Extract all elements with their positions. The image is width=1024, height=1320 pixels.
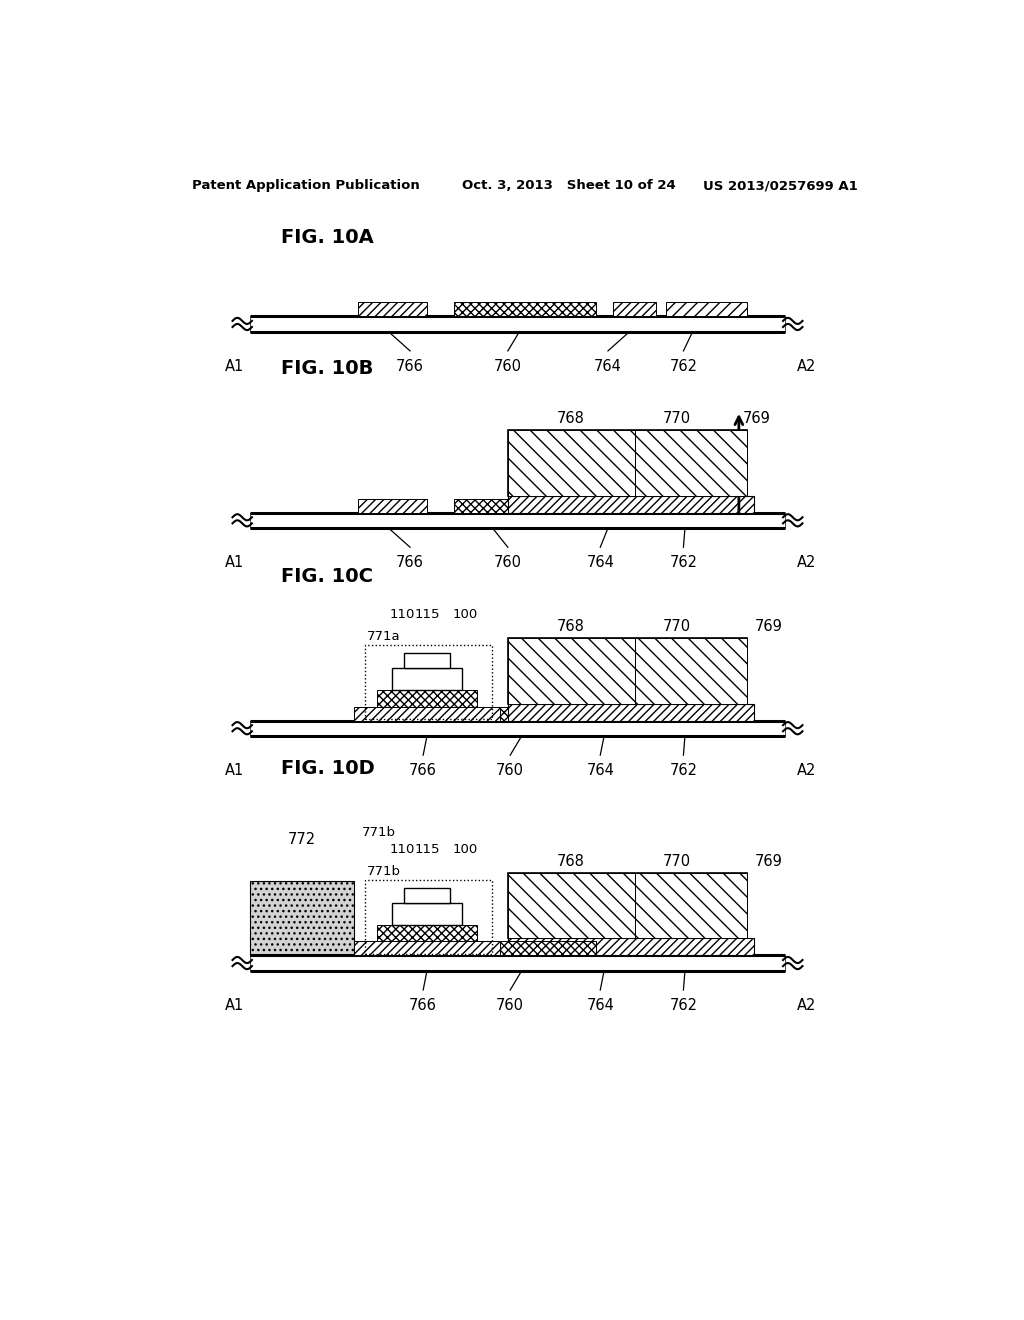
- Bar: [508, 430, 635, 496]
- Bar: [613, 302, 655, 317]
- Text: A1: A1: [225, 554, 244, 570]
- Text: 762: 762: [670, 554, 697, 570]
- Text: 110: 110: [390, 843, 415, 857]
- Bar: [354, 941, 500, 956]
- Text: 769: 769: [742, 412, 771, 426]
- Text: 770: 770: [664, 854, 691, 869]
- Text: 100: 100: [453, 843, 478, 857]
- Bar: [454, 706, 596, 721]
- Text: 100: 100: [453, 609, 478, 622]
- Text: Oct. 3, 2013   Sheet 10 of 24: Oct. 3, 2013 Sheet 10 of 24: [462, 180, 676, 193]
- Text: A2: A2: [797, 554, 816, 570]
- Text: 770: 770: [664, 619, 691, 635]
- Bar: [666, 302, 746, 317]
- Text: 762: 762: [670, 359, 697, 374]
- Bar: [508, 638, 746, 704]
- Bar: [250, 317, 785, 331]
- Text: 760: 760: [494, 359, 522, 374]
- Bar: [366, 880, 493, 954]
- Text: 769: 769: [755, 619, 782, 635]
- Bar: [508, 873, 635, 939]
- Bar: [508, 939, 755, 956]
- Text: 115: 115: [415, 609, 439, 622]
- Text: FIG. 10D: FIG. 10D: [281, 759, 375, 779]
- Text: 762: 762: [670, 998, 697, 1012]
- Text: US 2013/0257699 A1: US 2013/0257699 A1: [702, 180, 857, 193]
- Text: 768: 768: [557, 412, 585, 426]
- Bar: [250, 721, 785, 737]
- Text: 771b: 771b: [367, 865, 401, 878]
- Text: 764: 764: [587, 763, 614, 777]
- Bar: [403, 887, 451, 903]
- Text: A2: A2: [797, 763, 816, 777]
- Text: 766: 766: [410, 763, 437, 777]
- Text: 766: 766: [410, 998, 437, 1012]
- Bar: [392, 903, 462, 924]
- Bar: [403, 653, 451, 668]
- Bar: [250, 956, 785, 970]
- Text: FIG. 10A: FIG. 10A: [281, 228, 374, 247]
- Bar: [635, 873, 746, 939]
- Text: FIG. 10B: FIG. 10B: [281, 359, 373, 378]
- Text: A1: A1: [225, 998, 244, 1012]
- Bar: [366, 645, 493, 719]
- Text: 766: 766: [396, 359, 424, 374]
- Bar: [354, 706, 500, 721]
- Text: 760: 760: [497, 763, 524, 777]
- Bar: [454, 302, 596, 317]
- Bar: [357, 499, 427, 512]
- Bar: [508, 430, 746, 496]
- Text: A1: A1: [225, 763, 244, 777]
- Bar: [377, 689, 477, 706]
- Bar: [508, 873, 746, 939]
- Text: 770: 770: [664, 412, 691, 426]
- Text: 760: 760: [494, 554, 522, 570]
- Bar: [508, 638, 635, 704]
- Text: A1: A1: [225, 359, 244, 374]
- Text: A2: A2: [797, 998, 816, 1012]
- Text: 764: 764: [594, 359, 622, 374]
- Bar: [454, 499, 596, 512]
- Text: 110: 110: [390, 609, 415, 622]
- Text: 764: 764: [587, 554, 614, 570]
- Bar: [635, 430, 746, 496]
- Bar: [635, 638, 746, 704]
- Text: Patent Application Publication: Patent Application Publication: [193, 180, 420, 193]
- Bar: [377, 924, 477, 941]
- Text: A2: A2: [797, 359, 816, 374]
- Bar: [250, 882, 354, 956]
- Text: 766: 766: [396, 554, 424, 570]
- Text: 768: 768: [557, 854, 585, 869]
- Bar: [392, 668, 462, 689]
- Text: FIG. 10C: FIG. 10C: [281, 566, 373, 586]
- Text: 771a: 771a: [367, 630, 400, 643]
- Text: 768: 768: [557, 619, 585, 635]
- Text: 760: 760: [497, 998, 524, 1012]
- Bar: [454, 941, 596, 956]
- Text: 762: 762: [670, 763, 697, 777]
- Text: 764: 764: [587, 998, 614, 1012]
- Bar: [508, 496, 755, 512]
- Text: 115: 115: [415, 843, 439, 857]
- Text: 769: 769: [755, 854, 782, 869]
- Text: 772: 772: [288, 832, 315, 847]
- Text: 771b: 771b: [361, 826, 395, 840]
- Bar: [357, 302, 427, 317]
- Bar: [508, 704, 755, 721]
- Bar: [250, 512, 785, 528]
